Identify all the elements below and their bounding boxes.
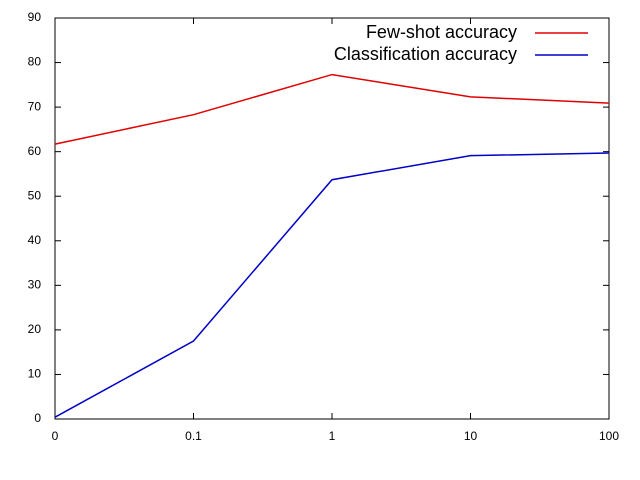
x-tick-label: 1 [329,429,336,443]
y-tick-label: 80 [28,55,42,69]
x-tick-label: 0 [52,429,59,443]
x-tick-label: 100 [599,429,619,443]
plot-border [54,17,610,420]
x-tick-label: 0.1 [185,429,202,443]
y-tick-label: 0 [34,411,41,425]
y-tick-label: 50 [28,188,42,202]
y-tick-label: 40 [28,233,42,247]
legend-label: Classification accuracy [334,44,517,64]
legend-label: Few-shot accuracy [366,22,517,42]
y-tick-label: 20 [28,322,42,336]
series-line [54,152,610,418]
y-tick-label: 70 [28,99,42,113]
y-tick-label: 90 [28,10,42,24]
y-tick-label: 30 [28,278,42,292]
x-tick-label: 10 [464,429,478,443]
series-line [54,73,610,145]
y-tick-label: 60 [28,144,42,158]
y-tick-label: 10 [28,367,42,381]
